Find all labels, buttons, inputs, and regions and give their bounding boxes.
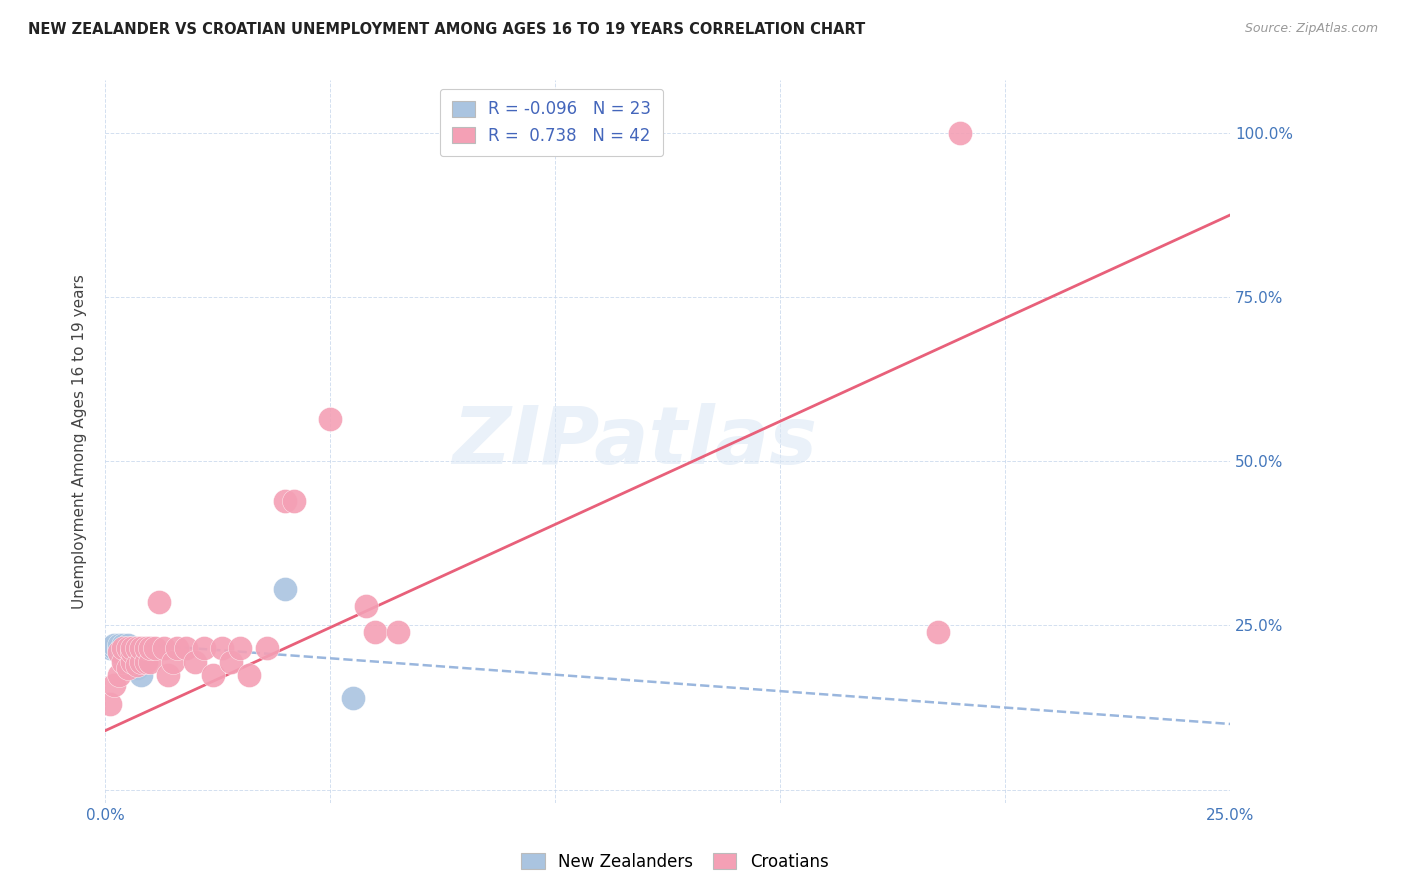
Point <box>121 645 143 659</box>
Point <box>229 641 252 656</box>
Y-axis label: Unemployment Among Ages 16 to 19 years: Unemployment Among Ages 16 to 19 years <box>72 274 87 609</box>
Point <box>108 645 131 659</box>
Point <box>131 655 153 669</box>
Legend: R = -0.096   N = 23, R =  0.738   N = 42: R = -0.096 N = 23, R = 0.738 N = 42 <box>440 88 664 156</box>
Point <box>117 638 139 652</box>
Point <box>139 655 162 669</box>
Point <box>131 641 153 656</box>
Point <box>112 641 135 656</box>
Text: Source: ZipAtlas.com: Source: ZipAtlas.com <box>1244 22 1378 36</box>
Point <box>342 690 364 705</box>
Point <box>148 595 170 609</box>
Point <box>98 641 121 656</box>
Point <box>319 411 342 425</box>
Point <box>135 655 157 669</box>
Point <box>193 641 215 656</box>
Point <box>117 661 139 675</box>
Point <box>176 641 198 656</box>
Point <box>121 655 143 669</box>
Point <box>927 625 949 640</box>
Point <box>125 661 148 675</box>
Point <box>221 655 243 669</box>
Point <box>125 641 148 656</box>
Point <box>202 667 225 681</box>
Point <box>108 667 131 681</box>
Point <box>143 641 166 656</box>
Point <box>125 657 148 672</box>
Point <box>166 641 188 656</box>
Point <box>364 625 387 640</box>
Point <box>108 645 131 659</box>
Point <box>387 625 409 640</box>
Point <box>238 667 260 681</box>
Point <box>356 599 378 613</box>
Point <box>121 641 143 656</box>
Point <box>98 698 121 712</box>
Point <box>117 641 139 656</box>
Point <box>112 655 135 669</box>
Point <box>121 645 143 659</box>
Point <box>112 638 135 652</box>
Point <box>162 655 184 669</box>
Point <box>112 651 135 665</box>
Text: NEW ZEALANDER VS CROATIAN UNEMPLOYMENT AMONG AGES 16 TO 19 YEARS CORRELATION CHA: NEW ZEALANDER VS CROATIAN UNEMPLOYMENT A… <box>28 22 865 37</box>
Point <box>131 667 153 681</box>
Point <box>112 645 135 659</box>
Point <box>117 648 139 662</box>
Point <box>949 126 972 140</box>
Point <box>274 582 297 597</box>
Text: ZIPatlas: ZIPatlas <box>451 402 817 481</box>
Point <box>112 641 135 656</box>
Point <box>125 657 148 672</box>
Point <box>108 638 131 652</box>
Point <box>256 641 278 656</box>
Point <box>184 655 207 669</box>
Point <box>139 641 162 656</box>
Point <box>283 493 305 508</box>
Point <box>117 645 139 659</box>
Point <box>211 641 233 656</box>
Legend: New Zealanders, Croatians: New Zealanders, Croatians <box>513 845 837 880</box>
Point <box>103 638 125 652</box>
Point <box>274 493 297 508</box>
Point <box>108 641 131 656</box>
Point <box>135 641 157 656</box>
Point <box>121 651 143 665</box>
Point <box>103 677 125 691</box>
Point <box>121 657 143 672</box>
Point <box>157 667 180 681</box>
Point <box>103 641 125 656</box>
Point <box>153 641 176 656</box>
Point <box>117 655 139 669</box>
Point <box>117 641 139 656</box>
